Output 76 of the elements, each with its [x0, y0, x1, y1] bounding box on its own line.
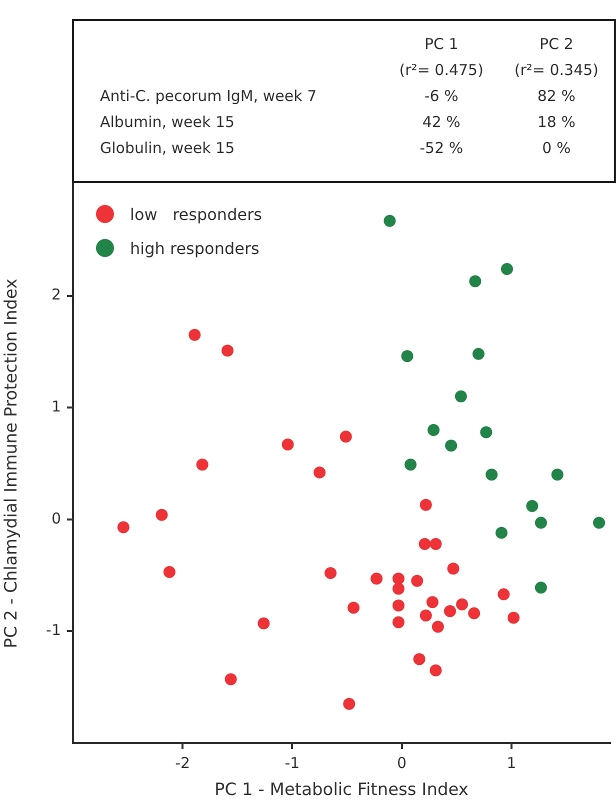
point [420, 498, 432, 511]
text: 18 % [536, 112, 576, 133]
legend-label: high responders [130, 238, 260, 258]
text: Anti-C. pecorum IgM, week 7 [100, 86, 318, 107]
point [188, 328, 201, 341]
y-axis-title: PC 2 - Chlamydial Immune Protection Index [2, 278, 22, 648]
point [224, 673, 237, 686]
text: 42 % [421, 112, 462, 133]
x-tick-label: -2 [175, 754, 190, 772]
y-tick-label: -1 [46, 621, 61, 640]
point [404, 458, 417, 471]
point [420, 610, 432, 622]
point [534, 516, 547, 529]
point [593, 516, 606, 529]
point [418, 538, 431, 550]
point [384, 214, 396, 227]
point [430, 664, 442, 676]
x-axis-title: PC 1 - Metabolic Fitness Index [214, 780, 468, 800]
point [117, 521, 130, 534]
point [314, 466, 326, 478]
text: (r²= 0.475) [398, 60, 484, 81]
point [392, 616, 404, 628]
text: Globulin, week 15 [100, 138, 236, 159]
point [413, 653, 426, 666]
point [426, 596, 438, 608]
point [498, 588, 510, 600]
y-tick-label: 0 [51, 509, 61, 528]
x-tick-label: 1 [506, 754, 516, 772]
text: -52 % [418, 138, 464, 159]
point [456, 598, 468, 610]
point [343, 698, 356, 710]
point [480, 426, 492, 438]
point [340, 430, 352, 443]
point [392, 599, 404, 612]
point [411, 574, 424, 587]
point [282, 438, 294, 450]
point [500, 262, 513, 275]
point [258, 617, 270, 630]
point [163, 566, 176, 578]
point [222, 344, 234, 357]
point [447, 562, 460, 575]
point [370, 572, 383, 585]
point [432, 620, 444, 633]
point [324, 567, 337, 580]
point [444, 605, 456, 618]
point [508, 612, 520, 624]
point [454, 390, 467, 402]
legend-label: low responders [130, 204, 262, 224]
point [445, 440, 458, 452]
point [534, 582, 547, 594]
point [486, 468, 498, 481]
point [469, 275, 482, 288]
text: -6 % [423, 86, 460, 107]
x-tick-label: 0 [397, 754, 407, 772]
text: (r²= 0.345) [513, 60, 600, 81]
text: PC 1 [423, 34, 460, 55]
point [348, 602, 360, 614]
point [392, 572, 404, 585]
point [156, 508, 168, 521]
point [196, 458, 208, 471]
y-tick-label: 2 [51, 286, 61, 304]
text: 0 % [541, 138, 572, 159]
point [468, 607, 480, 620]
point [428, 424, 440, 436]
text: Albumin, week 15 [100, 112, 236, 133]
point [472, 348, 484, 360]
text: 82 % [536, 86, 576, 107]
point [401, 350, 414, 362]
point [496, 526, 508, 539]
x-tick-label: -1 [284, 754, 300, 772]
y-tick-label: 1 [51, 397, 61, 416]
point [392, 582, 404, 595]
point [430, 538, 442, 550]
point [551, 468, 564, 481]
point [526, 500, 538, 512]
text: PC 2 [538, 34, 574, 55]
